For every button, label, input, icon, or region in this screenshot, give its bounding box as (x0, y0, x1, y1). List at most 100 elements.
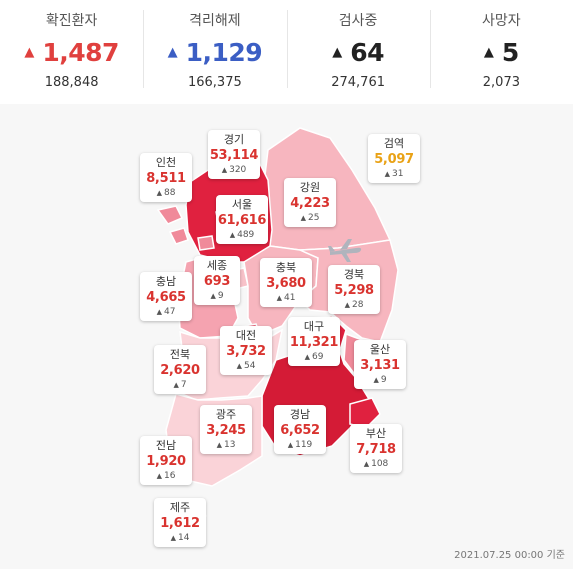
region-card-jeju[interactable]: 제주 1,612 ▲ 14 (154, 498, 206, 547)
region-name: 전남 (155, 439, 177, 452)
region-value: 4,223 (290, 196, 330, 211)
region-card-jeonbuk[interactable]: 전북 2,620 ▲ 7 (154, 345, 206, 394)
region-delta: ▲ 25 (300, 213, 320, 223)
up-triangle-icon: ▲ (229, 231, 236, 239)
region-delta: ▲ 41 (276, 293, 296, 303)
region-name: 부산 (365, 427, 387, 440)
region-value: 5,097 (374, 152, 414, 167)
stat-value: 64 (350, 37, 385, 67)
region-card-sejong[interactable]: 세종 693 ▲ 9 (194, 256, 240, 305)
region-value: 61,616 (217, 213, 267, 228)
region-card-chungbuk[interactable]: 충북 3,680 ▲ 41 (260, 258, 312, 307)
region-delta: ▲ 14 (170, 533, 190, 543)
region-value: 3,732 (226, 344, 266, 359)
region-value: 3,680 (266, 276, 306, 291)
stat-testing[interactable]: 검사중 ▲ 64 274,761 (286, 0, 430, 104)
region-name: 세종 (206, 259, 228, 272)
region-value: 3,131 (360, 358, 400, 373)
up-triangle-icon: ▲ (276, 294, 282, 302)
timestamp-footer: 2021.07.25 00:00 기준 (454, 550, 565, 561)
region-delta: ▲ 9 (210, 291, 224, 301)
region-card-gangwon[interactable]: 강원 4,223 ▲ 25 (284, 178, 336, 227)
stat-confirmed[interactable]: 확진환자 ▲ 1,487 188,848 (0, 0, 143, 104)
region-delta: ▲ 54 (236, 361, 256, 371)
region-shape-busan[interactable] (349, 397, 381, 429)
region-delta: ▲ 16 (156, 471, 176, 481)
region-name: 경기 (223, 133, 245, 146)
region-delta: ▲ 69 (304, 352, 324, 362)
region-card-jeonnam[interactable]: 전남 1,920 ▲ 16 (140, 436, 192, 485)
region-name: 경북 (343, 268, 365, 281)
up-triangle-icon: ▲ (156, 189, 162, 197)
region-value: 4,665 (146, 290, 186, 305)
region-delta: ▲ 88 (156, 188, 176, 198)
up-triangle-icon: ▲ (156, 472, 162, 480)
region-value: 1,612 (160, 516, 200, 531)
stat-value: 1,487 (42, 37, 119, 67)
region-card-gyeongnam[interactable]: 경남 6,652 ▲ 119 (274, 405, 326, 454)
region-name: 강원 (299, 181, 321, 194)
region-card-daejeon[interactable]: 대전 3,732 ▲ 54 (220, 326, 272, 375)
map-panel (0, 104, 573, 569)
up-triangle-icon: ▲ (363, 460, 370, 468)
region-name: 인천 (155, 156, 177, 169)
up-triangle-icon: ▲ (216, 441, 222, 449)
region-card-airport[interactable]: 검역 5,097 ▲ 31 (368, 134, 420, 183)
region-value: 53,114 (209, 148, 259, 163)
region-name: 울산 (369, 343, 391, 356)
region-card-ulsan[interactable]: 울산 3,131 ▲ 9 (354, 340, 406, 389)
up-triangle-icon: ▲ (221, 166, 228, 174)
region-delta: ▲ 28 (344, 300, 364, 310)
region-card-gyeonggi[interactable]: 경기 53,114 ▲ 320 (208, 130, 260, 179)
region-delta: ▲ 7 (173, 380, 187, 390)
region-name: 광주 (215, 408, 237, 421)
up-triangle-icon: ▲ (173, 381, 179, 389)
up-triangle-icon: ▲ (304, 353, 310, 361)
region-name: 경남 (289, 408, 311, 421)
up-triangle-icon: ▲ (156, 308, 162, 316)
region-delta: ▲ 47 (156, 307, 176, 317)
region-card-busan[interactable]: 부산 7,718 ▲ 108 (350, 424, 402, 473)
korea-map (156, 127, 399, 525)
region-card-gwangju[interactable]: 광주 3,245 ▲ 13 (200, 405, 252, 454)
region-shape-incheon[interactable] (156, 205, 215, 251)
up-triangle-icon: ▲ (373, 376, 379, 384)
stat-label: 격리해제 (189, 13, 241, 29)
stat-label: 사망자 (482, 13, 521, 29)
stat-value: 5 (501, 37, 519, 67)
region-card-incheon[interactable]: 인천 8,511 ▲ 88 (140, 153, 192, 202)
region-delta: ▲ 13 (216, 440, 236, 450)
region-card-seoul[interactable]: 서울 61,616 ▲ 489 (216, 195, 268, 244)
region-delta: ▲ 31 (384, 169, 404, 179)
region-name: 제주 (169, 501, 191, 514)
stat-released[interactable]: 격리해제 ▲ 1,129 166,375 (143, 0, 286, 104)
up-triangle-icon: ▲ (344, 301, 350, 309)
region-name: 검역 (383, 137, 405, 150)
up-triangle-icon: ▲ (483, 44, 494, 60)
up-triangle-icon: ▲ (300, 214, 306, 222)
region-value: 3,245 (206, 423, 246, 438)
stat-deaths[interactable]: 사망자 ▲ 5 2,073 (429, 0, 573, 104)
region-card-gyeongbuk[interactable]: 경북 5,298 ▲ 28 (328, 265, 380, 314)
region-name: 충북 (275, 261, 297, 274)
region-value: 1,920 (146, 454, 186, 469)
up-triangle-icon: ▲ (332, 44, 343, 60)
region-card-daegu[interactable]: 대구 11,321 ▲ 69 (288, 317, 340, 366)
region-name: 대구 (303, 320, 325, 333)
stat-total: 188,848 (44, 75, 99, 90)
region-name: 충남 (155, 275, 177, 288)
up-triangle-icon: ▲ (210, 292, 216, 300)
stat-total: 2,073 (482, 75, 520, 90)
stat-label: 검사중 (338, 13, 378, 29)
region-delta: ▲ 9 (373, 375, 387, 385)
up-triangle-icon: ▲ (170, 534, 176, 542)
airplane-icon (328, 239, 362, 262)
region-card-chungnam[interactable]: 충남 4,665 ▲ 47 (140, 272, 192, 321)
region-value: 11,321 (289, 335, 339, 350)
region-delta: ▲ 108 (363, 459, 389, 469)
region-name: 전북 (169, 348, 191, 361)
region-name: 서울 (231, 198, 253, 211)
stat-total: 166,375 (187, 75, 242, 90)
up-triangle-icon: ▲ (287, 441, 294, 449)
stats-bar: 확진환자 ▲ 1,487 188,848 격리해제 ▲ 1,129 166,37… (0, 0, 573, 104)
